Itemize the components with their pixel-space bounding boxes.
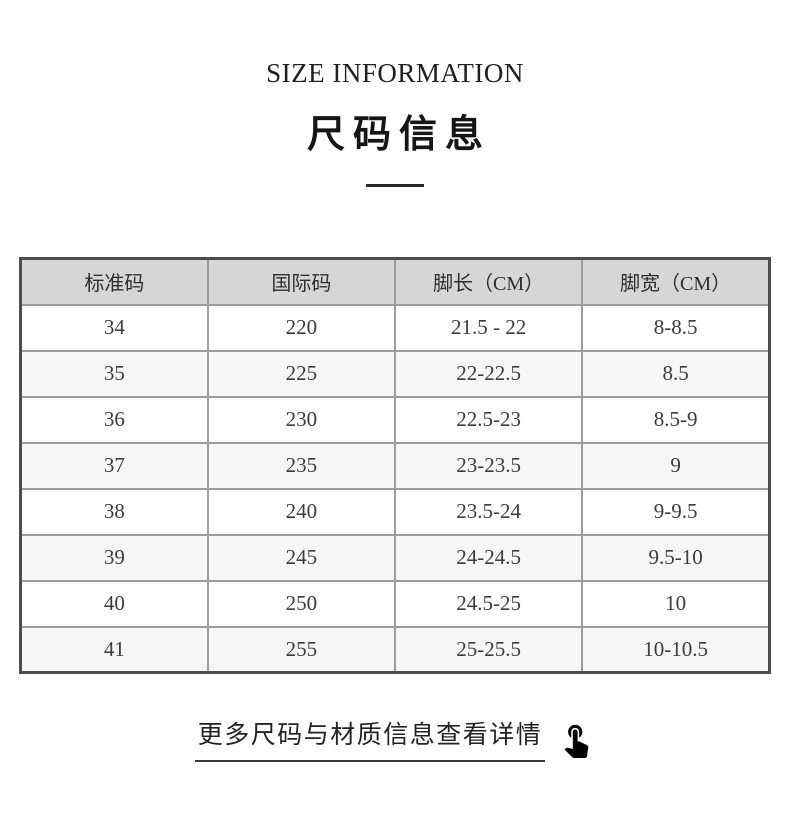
table-cell: 34 [19, 303, 209, 352]
table-cell: 40 [19, 579, 209, 628]
table-cell: 24-24.5 [393, 533, 584, 582]
table-cell: 21.5 - 22 [393, 303, 584, 352]
table-cell: 23-23.5 [393, 441, 584, 490]
table-row: 37 235 23-23.5 9 [19, 441, 771, 490]
table-cell: 35 [19, 349, 209, 398]
size-table-body: 34 220 21.5 - 22 8-8.5 35 225 22-22.5 8.5 36 230 2… [19, 303, 771, 674]
table-row: 36 230 22.5-23 8.5-9 [19, 395, 771, 444]
section-title-cn: 尺码信息 [306, 114, 491, 156]
table-row: 34 220 21.5 - 22 8-8.5 [19, 303, 771, 352]
table-cell: 10 [581, 579, 771, 628]
table-cell: 22-22.5 [393, 349, 584, 398]
table-cell: 8.5 [581, 349, 771, 398]
section-title-en: SIZE INFORMATION [266, 58, 524, 88]
table-cell: 255 [206, 625, 397, 674]
table-cell: 9-9.5 [581, 487, 771, 536]
table-cell: 8-8.5 [581, 303, 771, 352]
table-cell: 9.5-10 [581, 533, 771, 582]
table-row: 41 255 25-25.5 10-10.5 [19, 625, 771, 674]
table-cell: 8.5-9 [581, 395, 771, 444]
table-cell: 9 [581, 441, 771, 490]
table-cell: 36 [19, 395, 209, 444]
table-cell: 220 [206, 303, 397, 352]
table-cell: 250 [206, 579, 397, 628]
column-header-foot-length: 脚长（CM） [393, 257, 584, 306]
table-row: 40 250 24.5-25 10 [19, 579, 771, 628]
table-cell: 25-25.5 [393, 625, 584, 674]
table-cell: 23.5-24 [393, 487, 584, 536]
table-cell: 240 [206, 487, 397, 536]
table-cell: 245 [206, 533, 397, 582]
table-row: 35 225 22-22.5 8.5 [19, 349, 771, 398]
size-chart-header: 标准码 国际码 脚长（CM） 脚宽（CM） [19, 257, 771, 306]
table-cell: 225 [206, 349, 397, 398]
table-cell: 41 [19, 625, 209, 674]
table-row: 39 245 24-24.5 9.5-10 [19, 533, 771, 582]
size-chart-table: 标准码 国际码 脚长（CM） 脚宽（CM） 34 220 21.5 - 22 8-8.… [19, 257, 771, 674]
table-row: 38 240 23.5-24 9-9.5 [19, 487, 771, 536]
table-cell: 39 [19, 533, 209, 582]
column-header-foot-width: 脚宽（CM） [581, 257, 771, 306]
tap-hand-icon [557, 720, 595, 758]
column-header-standard-size: 标准码 [19, 257, 209, 306]
table-cell: 10-10.5 [581, 625, 771, 674]
table-cell: 37 [19, 441, 209, 490]
details-link[interactable]: 更多尺码与材质信息查看详情 [194, 720, 546, 763]
table-cell: 230 [206, 395, 397, 444]
table-cell: 24.5-25 [393, 579, 584, 628]
title-divider-line [366, 184, 424, 187]
details-link-row: 更多尺码与材质信息查看详情 [0, 720, 790, 763]
header-row: 标准码 国际码 脚长（CM） 脚宽（CM） [19, 257, 771, 306]
table-cell: 22.5-23 [393, 395, 584, 444]
table-cell: 38 [19, 487, 209, 536]
table-cell: 235 [206, 441, 397, 490]
column-header-international-size: 国际码 [206, 257, 397, 306]
